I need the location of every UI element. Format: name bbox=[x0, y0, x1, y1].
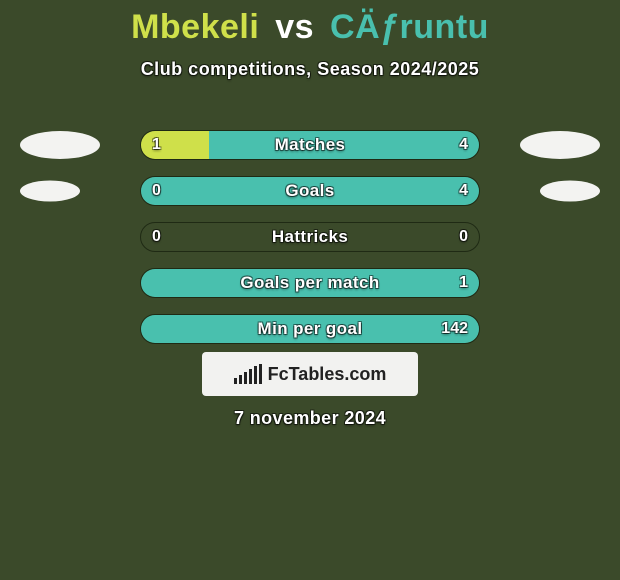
stat-bar bbox=[140, 314, 480, 344]
stat-bar bbox=[140, 268, 480, 298]
stat-bar-fill-right bbox=[141, 315, 479, 343]
subtitle: Club competitions, Season 2024/2025 bbox=[0, 59, 620, 80]
stat-bar-fill-left bbox=[141, 131, 209, 159]
player-photo-left bbox=[20, 131, 100, 159]
title-player1: Mbekeli bbox=[131, 8, 259, 46]
title-vs: vs bbox=[275, 8, 314, 46]
stat-rows: Matches14Goals04Hattricks00Goals per mat… bbox=[0, 122, 620, 352]
stat-row: Goals per match1 bbox=[0, 260, 620, 306]
logo-bars-icon bbox=[234, 364, 262, 384]
logo-text: FcTables.com bbox=[268, 364, 387, 385]
stat-row: Min per goal142 bbox=[0, 306, 620, 352]
date: 7 november 2024 bbox=[0, 408, 620, 429]
stat-row: Matches14 bbox=[0, 122, 620, 168]
player-photo-right bbox=[540, 181, 600, 202]
title-player2: CÄƒruntu bbox=[330, 8, 489, 46]
stat-bar bbox=[140, 130, 480, 160]
stat-bar-fill-right bbox=[209, 131, 479, 159]
stat-row: Goals04 bbox=[0, 168, 620, 214]
infographic-root: Mbekeli vs CÄƒruntu Club competitions, S… bbox=[0, 0, 620, 580]
stat-row: Hattricks00 bbox=[0, 214, 620, 260]
stat-bar bbox=[140, 222, 480, 252]
logo-box: FcTables.com bbox=[202, 352, 418, 396]
stat-bar-fill-right bbox=[141, 269, 479, 297]
player-photo-right bbox=[520, 131, 600, 159]
stat-bar bbox=[140, 176, 480, 206]
player-photo-left bbox=[20, 181, 80, 202]
title: Mbekeli vs CÄƒruntu bbox=[0, 0, 620, 47]
stat-bar-fill-right bbox=[141, 177, 479, 205]
